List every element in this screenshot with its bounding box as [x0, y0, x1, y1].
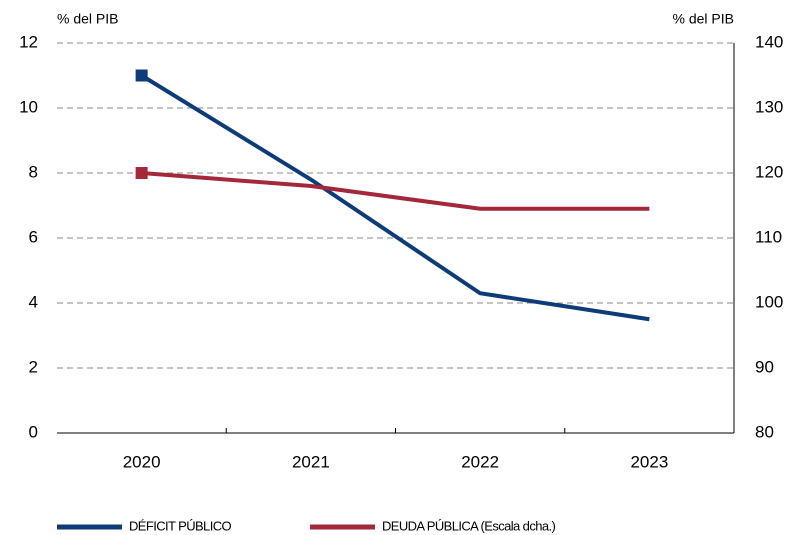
- y2-tick-label: 110: [755, 227, 782, 246]
- y-tick-label: 8: [29, 162, 38, 181]
- y-tick-label: 2: [29, 357, 38, 376]
- y-tick-label: 0: [29, 422, 38, 441]
- y2-tick-label: 100: [755, 292, 783, 311]
- legend-label: DEUDA PÚBLICA (Escala dcha.): [382, 518, 555, 533]
- y-tick-label: 6: [29, 227, 38, 246]
- y2-tick-label: 90: [755, 357, 774, 376]
- series-marker: [135, 167, 148, 179]
- series-marker: [135, 69, 148, 82]
- y2-tick-label: 80: [755, 422, 774, 441]
- y-tick-label: 12: [19, 32, 38, 51]
- legend-label: DÉFICIT PÚBLICO: [129, 518, 231, 533]
- y2-tick-label: 130: [755, 97, 783, 116]
- y-tick-label: 4: [29, 292, 38, 311]
- x-tick-label: 2023: [630, 452, 668, 471]
- y-tick-label: 10: [19, 97, 38, 116]
- y-axis-label: % del PIB: [57, 11, 118, 27]
- y2-tick-label: 140: [755, 32, 783, 51]
- series-line: [141, 171, 650, 211]
- x-tick-label: 2020: [123, 452, 161, 471]
- y2-tick-label: 120: [755, 162, 783, 181]
- x-tick-label: 2022: [461, 452, 499, 471]
- y2-axis-label: % del PIB: [673, 11, 734, 27]
- series-line: [140, 73, 650, 322]
- x-tick-label: 2021: [292, 452, 330, 471]
